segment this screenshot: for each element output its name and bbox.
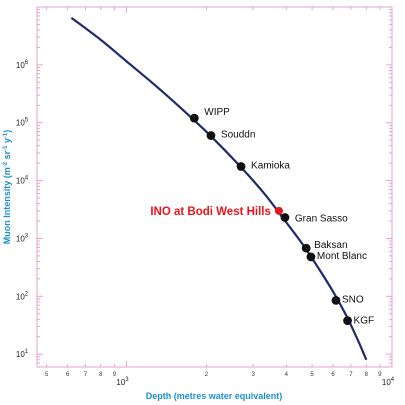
y-major-tick-label: 103 bbox=[16, 233, 29, 243]
x-major-tick-label: 103 bbox=[116, 377, 129, 387]
plot-frame bbox=[36, 6, 393, 368]
point-mont-blanc bbox=[306, 252, 316, 262]
point-gran-sasso bbox=[280, 213, 290, 222]
y-major-tick-label: 105 bbox=[16, 118, 29, 128]
y-major-tick-label: 106 bbox=[16, 60, 29, 70]
x-minor-tick-label: 5 bbox=[45, 372, 49, 378]
x-minor-tick-label: 4 bbox=[285, 372, 289, 378]
y-major-tick-label: 102 bbox=[16, 291, 29, 301]
point-label-baksan: Baksan bbox=[314, 240, 347, 251]
point-label-gran-sasso: Gran Sasso bbox=[295, 214, 348, 225]
x-minor-tick-label: 9 bbox=[378, 372, 382, 378]
x-axis-title: Depth (metres water equivalent) bbox=[146, 391, 283, 401]
x-minor-tick-label: 8 bbox=[365, 372, 369, 378]
point-label-wipp: WIPP bbox=[204, 107, 230, 118]
depth-intensity-curve bbox=[70, 16, 368, 361]
x-minor-tick-label: 7 bbox=[349, 372, 353, 378]
y-axis-ticks: 101 102 103 104 105 106 bbox=[16, 6, 392, 368]
x-minor-tick-label: 3 bbox=[252, 372, 256, 378]
point-baksan bbox=[301, 243, 311, 253]
point-kamioka bbox=[236, 162, 246, 171]
x-minor-tick-label: 2 bbox=[205, 372, 209, 378]
x-minor-tick-label: 8 bbox=[99, 372, 103, 378]
point-label-kgf: KGF bbox=[354, 316, 375, 327]
y-axis-title: Muon Intensity (m-2 sr-1 y-1) bbox=[2, 130, 12, 245]
point-label-ino-at-bodi-west-hills: INO at Bodi West Hills bbox=[150, 206, 271, 218]
point-label-sno: SNO bbox=[342, 294, 364, 305]
x-minor-tick-label: 7 bbox=[84, 372, 88, 378]
point-label-souddn: Souddn bbox=[221, 130, 255, 141]
x-minor-tick-label: 5 bbox=[310, 372, 314, 378]
point-label-kamioka: Kamioka bbox=[251, 161, 290, 172]
point-ino-at-bodi-west-hills bbox=[274, 206, 283, 215]
y-major-tick-label: 101 bbox=[16, 349, 29, 359]
point-sno bbox=[331, 295, 341, 305]
x-minor-tick-label: 6 bbox=[66, 372, 70, 378]
x-major-tick-label: 104 bbox=[382, 377, 395, 387]
x-minor-tick-label: 6 bbox=[331, 372, 335, 378]
laboratory-points: WIPP Souddn Kamioka INO at Bodi West Hills G… bbox=[150, 107, 374, 326]
point-kgf bbox=[343, 316, 352, 326]
point-label-mont-blanc: Mont Blanc bbox=[317, 251, 367, 262]
point-souddn bbox=[206, 131, 216, 140]
x-minor-tick-label: 9 bbox=[113, 372, 117, 378]
point-wipp bbox=[189, 113, 199, 123]
y-major-tick-label: 104 bbox=[16, 176, 29, 186]
